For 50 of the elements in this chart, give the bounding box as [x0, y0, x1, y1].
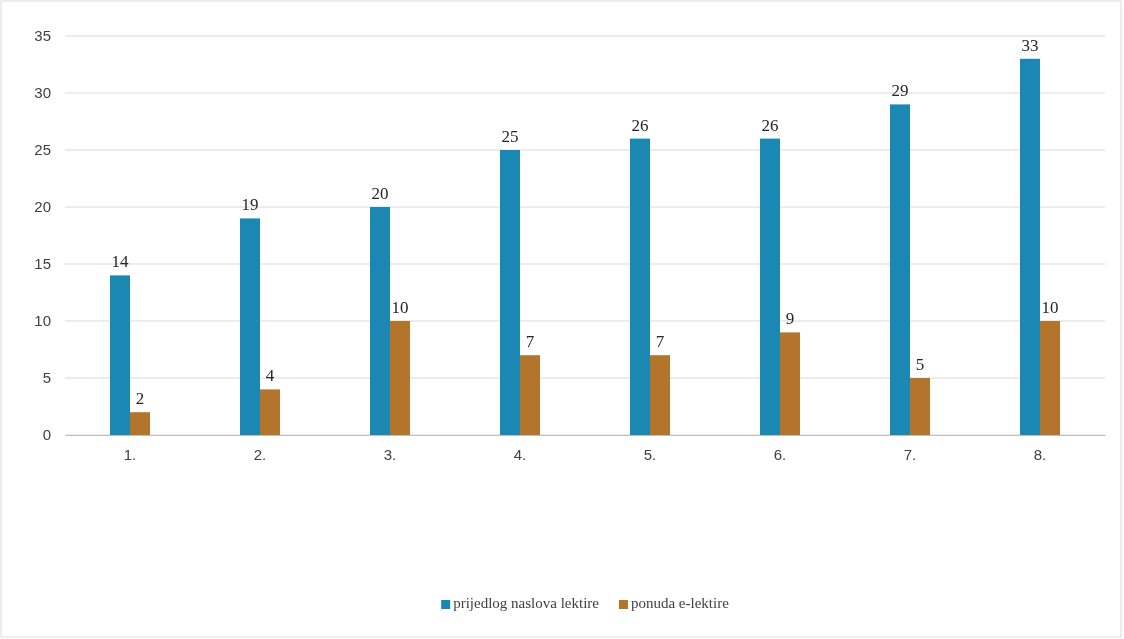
- bar: [780, 332, 800, 435]
- x-tick-label: 2.: [253, 445, 267, 463]
- data-label: 19: [241, 195, 259, 215]
- y-tick-label: 30: [34, 84, 51, 102]
- data-label: 10: [1041, 298, 1059, 317]
- data-label: 33: [1021, 35, 1039, 55]
- x-tick-label: 4.: [513, 445, 527, 463]
- data-label: 9: [785, 309, 795, 329]
- x-tick-label: 1.: [123, 445, 137, 463]
- data-label: 7: [655, 332, 665, 352]
- bar: [910, 378, 930, 435]
- y-tick-label: 10: [34, 312, 51, 330]
- bar: [130, 412, 150, 435]
- legend-label: prijedlog naslova lektire: [453, 595, 600, 611]
- legend-label: ponuda e-lektire: [630, 595, 730, 611]
- bar: [520, 355, 540, 435]
- y-tick-label: 5: [42, 369, 51, 387]
- bar: [630, 138, 650, 435]
- bar: [1040, 321, 1060, 435]
- bar: [760, 138, 780, 435]
- data-label: 2: [135, 389, 145, 409]
- bar: [260, 389, 280, 435]
- y-tick-label: 25: [34, 141, 51, 159]
- data-label: 7: [525, 332, 535, 352]
- bar: [500, 150, 520, 435]
- data-label: 29: [891, 81, 909, 101]
- bar: [240, 218, 260, 435]
- data-label: 20: [371, 184, 389, 203]
- bar: [370, 207, 390, 435]
- x-tick-label: 3.: [383, 445, 397, 463]
- bar: [390, 321, 410, 435]
- y-tick-label: 0: [42, 426, 51, 444]
- data-label: 25: [501, 127, 519, 146]
- x-tick-label: 8.: [1033, 445, 1047, 463]
- bar: [1020, 58, 1040, 435]
- bar: [110, 275, 130, 435]
- data-label: 14: [111, 252, 129, 272]
- data-label: 4: [265, 366, 275, 386]
- x-tick-label: 7.: [903, 445, 917, 463]
- data-label: 26: [761, 115, 779, 135]
- data-label: 26: [631, 115, 649, 135]
- y-tick-label: 15: [34, 255, 51, 273]
- y-tick-label: 20: [34, 198, 51, 216]
- bar: [650, 355, 670, 435]
- x-tick-label: 5.: [643, 445, 657, 463]
- data-label: 5: [915, 355, 925, 374]
- y-tick-label: 35: [34, 27, 51, 45]
- data-label: 10: [391, 298, 409, 317]
- bar: [890, 104, 910, 435]
- x-tick-label: 6.: [773, 445, 787, 463]
